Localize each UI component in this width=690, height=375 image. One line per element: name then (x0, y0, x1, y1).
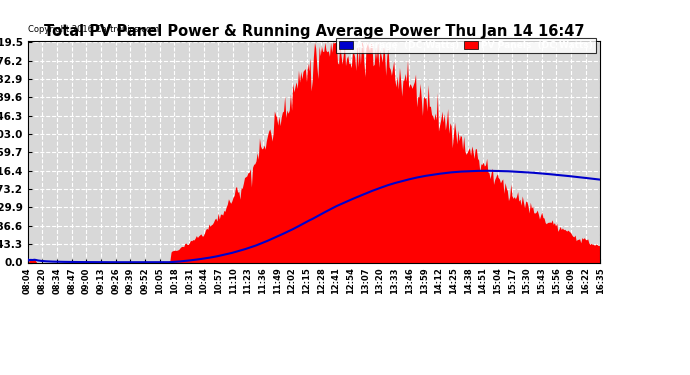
Text: Copyright 2016 Cartronics.com: Copyright 2016 Cartronics.com (28, 24, 159, 33)
Legend: Average  (DC Watts), PV Panels  (DC Watts): Average (DC Watts), PV Panels (DC Watts) (337, 38, 595, 52)
Title: Total PV Panel Power & Running Average Power Thu Jan 14 16:47: Total PV Panel Power & Running Average P… (43, 24, 584, 39)
